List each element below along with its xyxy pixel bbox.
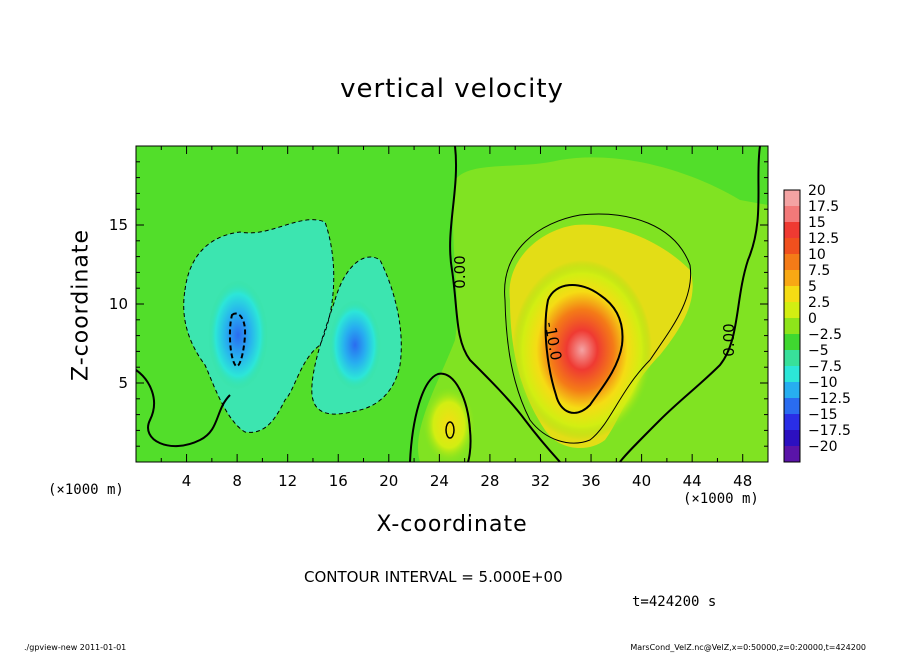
colorbar-label: 12.5 — [808, 231, 839, 247]
colorbar-label: 15 — [808, 215, 826, 231]
x-tick-label: 20 — [379, 472, 398, 490]
field-layer — [136, 146, 768, 462]
contour-interval-text: CONTOUR INTERVAL = 5.000E+00 — [304, 568, 563, 586]
contour-negative-mid — [311, 256, 402, 415]
x-tick-label: 36 — [581, 472, 600, 490]
x-tick-label: 40 — [632, 472, 651, 490]
colorbar-swatch — [784, 206, 800, 223]
x-tick-label: 24 — [430, 472, 449, 490]
colorbar-swatch — [784, 254, 800, 271]
chart-title: vertical velocity — [340, 74, 564, 104]
contour-small-core — [445, 421, 455, 439]
colorbar-swatch — [784, 334, 800, 351]
x-tick-label: 44 — [683, 472, 702, 490]
footer-left: ./gpview-new 2011-01-01 — [24, 643, 127, 652]
x-unit-label-right: (×1000 m) — [683, 491, 759, 507]
colorbar-label: −7.5 — [808, 359, 842, 375]
downdraft-core-left — [208, 280, 268, 390]
colorbar-swatch — [784, 398, 800, 415]
colorbar-label: 0 — [808, 311, 817, 327]
colorbar: 2017.51512.5107.552.50−2.5−5−7.5−10−12.5… — [783, 183, 851, 463]
x-tick-label: 12 — [278, 472, 297, 490]
colorbar-swatch — [784, 190, 800, 207]
colorbar-swatch — [784, 222, 800, 239]
colorbar-label: −15 — [808, 407, 838, 423]
x-tick-label: 8 — [232, 472, 242, 490]
colorbar-swatch — [784, 350, 800, 367]
colorbar-swatch — [784, 318, 800, 335]
colorbar-label: 10 — [808, 247, 826, 263]
contour-zero-small — [409, 372, 472, 462]
y-tick-label: 5 — [118, 374, 128, 392]
colorbar-swatch — [784, 382, 800, 399]
colorbar-label: 20 — [808, 183, 826, 199]
downdraft-core-mid — [329, 300, 381, 390]
colorbar-label: −17.5 — [808, 423, 851, 439]
contour-positive — [504, 213, 692, 444]
x-tick-label: 32 — [531, 472, 550, 490]
x-unit-label-left: (×1000 m) — [48, 482, 124, 498]
footer-right: MarsCond_VelZ.nc@VelZ,x=0:50000,z=0:2000… — [630, 643, 866, 652]
x-tick-label: 16 — [329, 472, 348, 490]
y-tick-label: 15 — [109, 216, 128, 234]
colorbar-label: 7.5 — [808, 263, 830, 279]
colorbar-label: −5 — [808, 343, 829, 359]
colorbar-swatch — [784, 238, 800, 255]
colorbar-label: 2.5 — [808, 295, 830, 311]
contour-label: 0.00 — [720, 323, 738, 356]
contour-ten — [544, 283, 624, 414]
colorbar-label: 17.5 — [808, 199, 839, 215]
contour-zero-bottom-left — [136, 369, 231, 448]
colorbar-label: 5 — [808, 279, 817, 295]
contour-label: 0.00 — [451, 255, 469, 288]
y-tick-label: 10 — [109, 295, 128, 313]
colorbar-swatch — [784, 302, 800, 319]
colorbar-label: −12.5 — [808, 391, 851, 407]
colorbar-swatch — [784, 270, 800, 287]
colorbar-swatch — [784, 446, 800, 463]
colorbar-swatch — [784, 286, 800, 303]
colorbar-label: −20 — [808, 439, 838, 455]
contour-negative-left — [183, 219, 335, 433]
contour-zero-left — [449, 146, 561, 462]
contour-neg-ten — [228, 312, 247, 368]
small-updraft — [423, 387, 475, 462]
contour-zero-right — [619, 146, 761, 462]
colorbar-swatch — [784, 430, 800, 447]
x-tick-label: 4 — [182, 472, 192, 490]
x-axis-label: X-coordinate — [376, 512, 528, 537]
colorbar-label: −10 — [808, 375, 838, 391]
x-tick-label: 28 — [480, 472, 499, 490]
colorbar-frame — [783, 189, 801, 463]
time-label: t=424200 s — [632, 594, 717, 610]
colorbar-swatch — [784, 414, 800, 431]
colorbar-label: −2.5 — [808, 327, 842, 343]
colorbar-swatch — [784, 366, 800, 383]
x-tick-label: 48 — [733, 472, 752, 490]
